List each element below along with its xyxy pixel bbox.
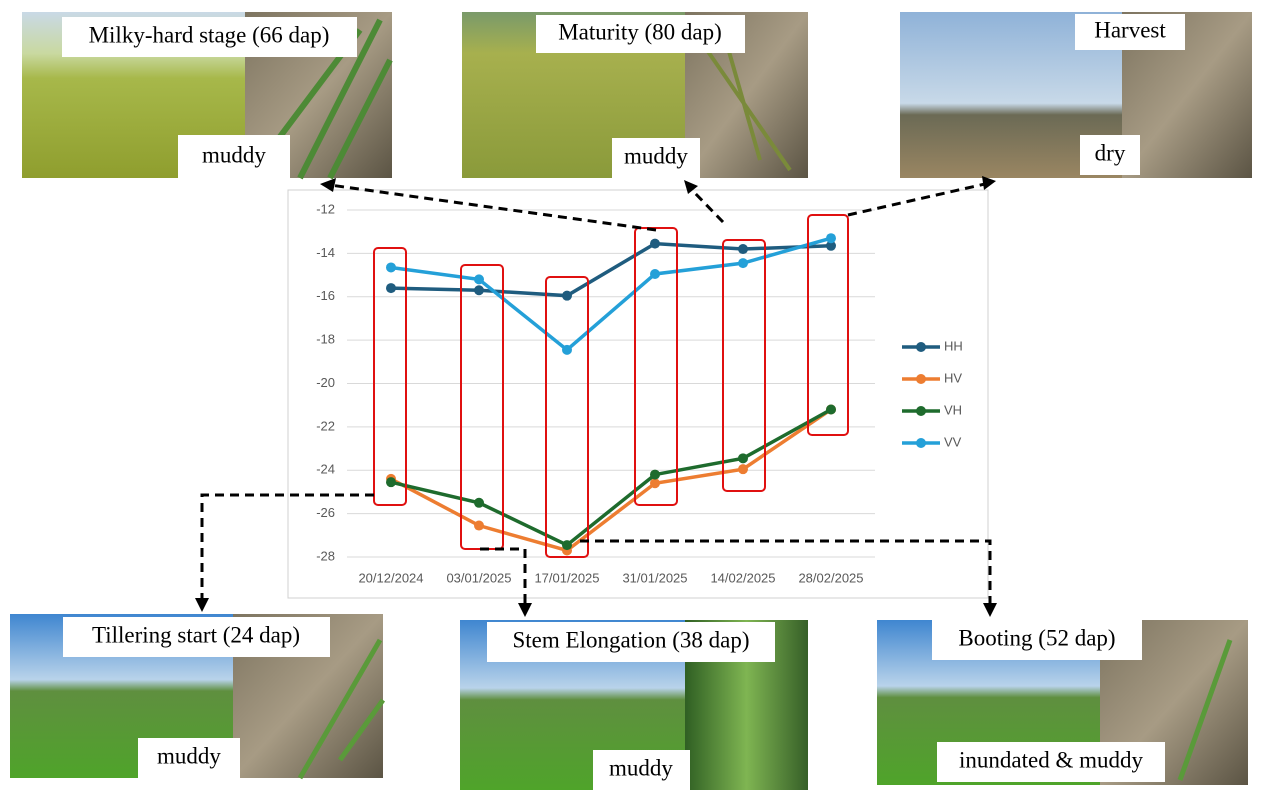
data-point: [738, 258, 748, 269]
y-tick-label: -16: [316, 288, 335, 303]
y-tick-label: -28: [316, 548, 335, 563]
y-tick-label: -12: [316, 201, 335, 216]
data-point: [826, 404, 836, 415]
stage-label: Harvest: [1094, 17, 1166, 42]
y-tick-label: -20: [316, 375, 335, 390]
data-point: [738, 453, 748, 464]
y-tick-label: -18: [316, 332, 335, 347]
data-point: [386, 262, 396, 273]
x-tick-label: 14/02/2025: [710, 570, 775, 585]
legend-swatch-dot: [916, 374, 926, 384]
stage-label: Tillering start (24 dap): [92, 622, 300, 647]
data-point: [474, 274, 484, 285]
data-point: [650, 478, 660, 489]
legend-label: HV: [944, 370, 962, 385]
stage-label: Milky-hard stage (66 dap): [89, 22, 330, 47]
data-point: [738, 244, 748, 255]
data-point: [650, 238, 660, 249]
y-tick-label: -24: [316, 462, 335, 477]
data-point: [650, 469, 660, 480]
legend-label: VH: [944, 402, 962, 417]
highlight-boxes: [373, 214, 849, 558]
data-point: [738, 464, 748, 475]
photo-labels: Milky-hard stage (66 dap) muddy Maturity…: [62, 14, 1185, 790]
data-point: [386, 283, 396, 294]
stage-label: Maturity (80 dap): [558, 19, 722, 44]
data-point: [826, 240, 836, 251]
series-line: [390, 236, 832, 353]
legend-label: VV: [944, 434, 962, 449]
data-point: [474, 497, 484, 508]
data-point: [562, 290, 572, 301]
data-point: [650, 268, 660, 279]
chart-frame: [287, 189, 989, 599]
series-line: [390, 407, 832, 548]
soil-label: muddy: [157, 743, 221, 768]
x-tick-label: 03/01/2025: [446, 570, 511, 585]
arrows: [195, 176, 997, 617]
x-tick-label: 20/12/2024: [358, 570, 423, 585]
x-tick-label: 31/01/2025: [622, 570, 687, 585]
plot: -12 -14 -16 -18 -20 -22 -24 -26 -28 20/12/2024 03/…: [316, 201, 963, 585]
legend-swatch-dot: [916, 342, 926, 352]
soil-label: muddy: [609, 755, 673, 780]
data-point: [826, 233, 836, 244]
legend-label: HH: [944, 338, 963, 353]
legend-swatch-dot: [916, 438, 926, 448]
stage-label: Booting (52 dap): [958, 625, 1115, 650]
legend-swatch-dot: [916, 406, 926, 416]
y-tick-label: -26: [316, 505, 335, 520]
y-tick-label: -14: [316, 245, 335, 260]
data-point: [386, 477, 396, 488]
data-point: [562, 344, 572, 355]
series-line: [390, 408, 832, 553]
soil-label: muddy: [624, 143, 688, 168]
series-line: [390, 241, 832, 298]
soil-label: inundated & muddy: [959, 747, 1143, 772]
data-point: [474, 285, 484, 296]
soil-label: dry: [1095, 140, 1126, 165]
data-point: [562, 540, 572, 551]
data-point: [474, 520, 484, 531]
x-tick-label: 28/02/2025: [798, 570, 863, 585]
stage-label: Stem Elongation (38 dap): [513, 627, 750, 652]
soil-label: muddy: [202, 142, 266, 167]
y-tick-label: -22: [316, 418, 335, 433]
x-tick-label: 17/01/2025: [534, 570, 599, 585]
